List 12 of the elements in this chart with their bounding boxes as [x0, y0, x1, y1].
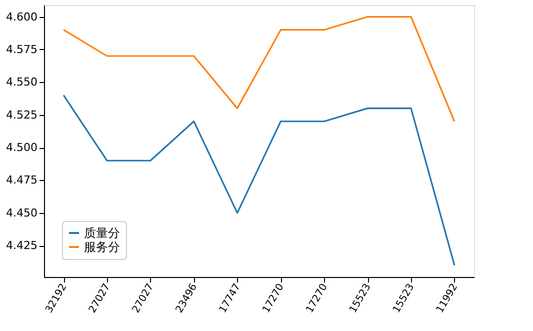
- line-series: [62, 16, 456, 122]
- y-tick-label: 4.575: [6, 42, 38, 56]
- y-tick-label: 4.425: [6, 239, 38, 252]
- y-tick-label: 4.600: [6, 10, 38, 24]
- line-series: [62, 94, 456, 266]
- y-tick-label: 4.450: [6, 206, 38, 220]
- y-tick-label: 4.525: [6, 108, 38, 122]
- y-tick-label: 4.550: [6, 76, 38, 89]
- legend-label: 服务分: [84, 240, 120, 254]
- legend-label: 质量分: [84, 226, 120, 240]
- y-tick-label: 4.500: [6, 141, 38, 154]
- y-tick-label: 4.475: [6, 174, 38, 187]
